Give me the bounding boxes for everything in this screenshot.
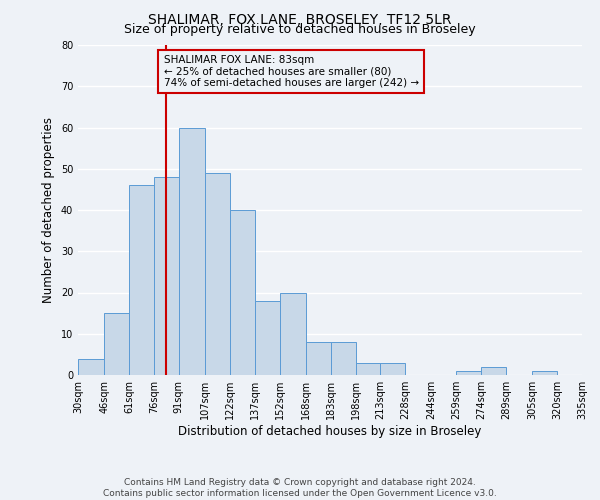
Bar bbox=[129, 185, 154, 375]
Bar bbox=[356, 362, 380, 375]
Text: SHALIMAR FOX LANE: 83sqm
← 25% of detached houses are smaller (80)
74% of semi-d: SHALIMAR FOX LANE: 83sqm ← 25% of detach… bbox=[164, 55, 419, 88]
Bar bbox=[457, 371, 481, 375]
Text: Size of property relative to detached houses in Broseley: Size of property relative to detached ho… bbox=[124, 22, 476, 36]
Bar bbox=[104, 313, 129, 375]
Bar bbox=[280, 292, 306, 375]
Bar bbox=[154, 177, 179, 375]
Bar bbox=[380, 362, 405, 375]
Text: Contains HM Land Registry data © Crown copyright and database right 2024.
Contai: Contains HM Land Registry data © Crown c… bbox=[103, 478, 497, 498]
Bar bbox=[532, 371, 557, 375]
Bar bbox=[179, 128, 205, 375]
Bar bbox=[230, 210, 255, 375]
Bar bbox=[331, 342, 356, 375]
Y-axis label: Number of detached properties: Number of detached properties bbox=[42, 117, 55, 303]
X-axis label: Distribution of detached houses by size in Broseley: Distribution of detached houses by size … bbox=[178, 425, 482, 438]
Bar bbox=[205, 173, 230, 375]
Bar bbox=[481, 367, 506, 375]
Text: SHALIMAR, FOX LANE, BROSELEY, TF12 5LR: SHALIMAR, FOX LANE, BROSELEY, TF12 5LR bbox=[148, 12, 452, 26]
Bar bbox=[255, 300, 280, 375]
Bar bbox=[78, 358, 104, 375]
Bar bbox=[306, 342, 331, 375]
